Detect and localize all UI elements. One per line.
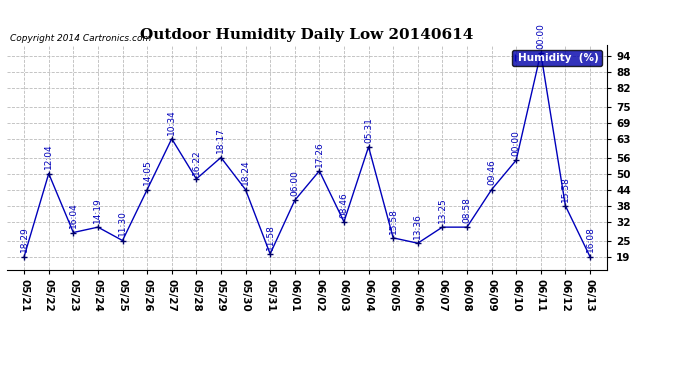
Text: 18:24: 18:24 — [241, 160, 250, 186]
Text: 18:17: 18:17 — [217, 128, 226, 153]
Text: 14:19: 14:19 — [93, 197, 102, 223]
Text: 16:08: 16:08 — [586, 226, 595, 252]
Text: 08:46: 08:46 — [339, 192, 348, 217]
Text: 06:00: 06:00 — [290, 170, 299, 196]
Text: 11:30: 11:30 — [118, 210, 127, 236]
Text: 13:36: 13:36 — [413, 213, 422, 239]
Text: 18:29: 18:29 — [19, 227, 28, 252]
Text: 10:34: 10:34 — [167, 109, 176, 135]
Text: 00:00: 00:00 — [512, 130, 521, 156]
Text: 14:05: 14:05 — [143, 160, 152, 186]
Text: 00:00: 00:00 — [536, 23, 545, 49]
Text: 15:58: 15:58 — [561, 176, 570, 201]
Text: 16:22: 16:22 — [192, 149, 201, 175]
Text: 12:04: 12:04 — [44, 144, 53, 170]
Text: Copyright 2014 Cartronics.com: Copyright 2014 Cartronics.com — [10, 34, 151, 43]
Text: 05:31: 05:31 — [364, 117, 373, 142]
Text: 15:58: 15:58 — [388, 208, 397, 234]
Text: 11:58: 11:58 — [266, 224, 275, 250]
Text: 09:46: 09:46 — [487, 160, 496, 186]
Text: 13:25: 13:25 — [438, 197, 447, 223]
Legend: Humidity  (%): Humidity (%) — [512, 50, 602, 66]
Text: 16:04: 16:04 — [69, 202, 78, 228]
Text: 08:58: 08:58 — [462, 197, 471, 223]
Text: 17:26: 17:26 — [315, 141, 324, 167]
Title: Outdoor Humidity Daily Low 20140614: Outdoor Humidity Daily Low 20140614 — [140, 28, 474, 42]
